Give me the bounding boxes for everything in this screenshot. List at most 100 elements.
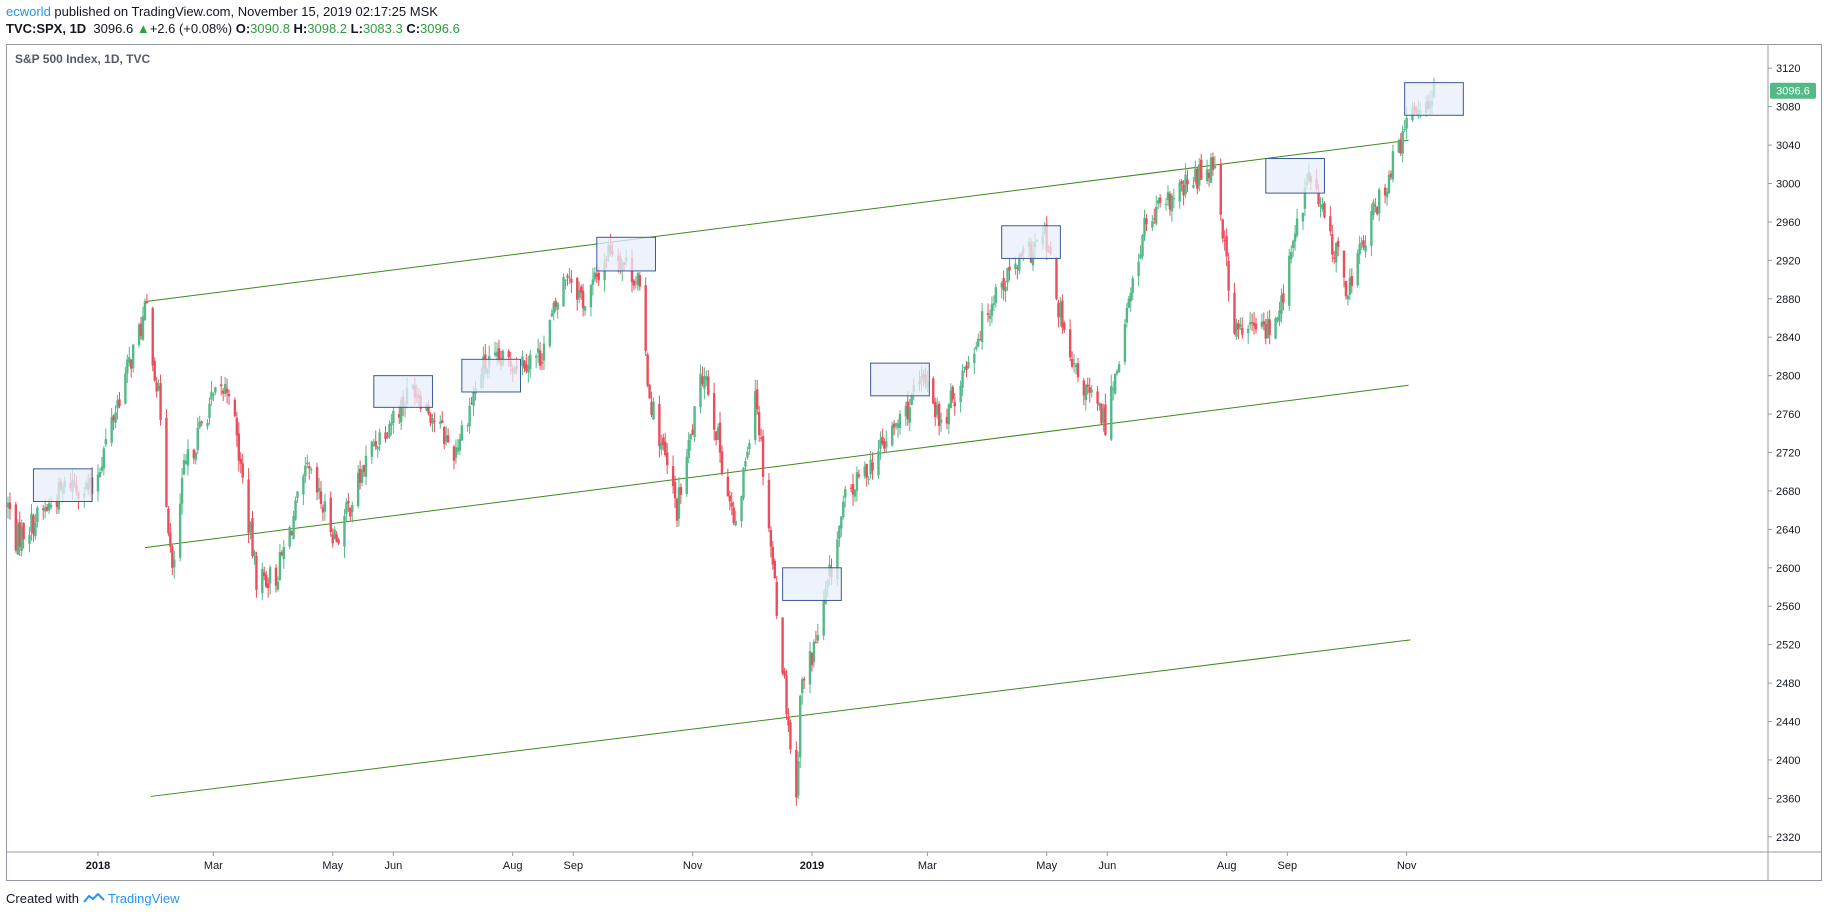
candle-body xyxy=(589,285,593,308)
candle xyxy=(374,430,377,450)
candle xyxy=(1260,313,1264,330)
author-link[interactable]: ecworld xyxy=(6,4,51,19)
candle-body xyxy=(495,351,499,357)
trendline-3 xyxy=(150,639,1411,797)
candle xyxy=(1252,311,1256,335)
candle xyxy=(990,296,994,324)
candle-body xyxy=(1268,319,1271,335)
candle-body xyxy=(650,401,653,415)
candle-body xyxy=(206,422,209,427)
y-tick-label: 2880 xyxy=(1776,294,1800,306)
candle xyxy=(214,386,217,395)
candle xyxy=(364,445,368,486)
candle xyxy=(139,316,143,340)
candle-body xyxy=(840,516,843,529)
candle xyxy=(454,439,458,464)
candle-body xyxy=(951,386,954,400)
candle xyxy=(470,396,473,406)
candle xyxy=(370,440,374,464)
candle xyxy=(102,446,106,476)
candle-body xyxy=(1207,173,1211,178)
candle xyxy=(1399,133,1402,157)
x-tick-label: Aug xyxy=(1217,860,1237,872)
tradingview-logo-icon xyxy=(82,891,108,906)
y-tick-label: 2920 xyxy=(1776,255,1800,267)
tradingview-link[interactable]: TradingView xyxy=(108,891,180,906)
candle xyxy=(540,353,544,371)
candle xyxy=(871,452,874,480)
candle xyxy=(466,423,469,432)
candle xyxy=(1262,312,1266,331)
candle xyxy=(1014,256,1017,275)
candle xyxy=(356,465,360,509)
candle-body xyxy=(315,467,319,493)
x-tick-label: May xyxy=(1036,860,1057,872)
candle-body xyxy=(716,427,720,440)
candle xyxy=(785,669,788,720)
candle-body xyxy=(767,479,771,529)
candle xyxy=(171,544,174,576)
candle-body xyxy=(986,313,990,315)
candle-body xyxy=(1018,255,1021,271)
candle xyxy=(1205,159,1209,185)
candle xyxy=(742,467,745,501)
highlight-boxes xyxy=(32,82,1464,601)
candle xyxy=(675,497,679,527)
candle xyxy=(124,366,127,405)
candle-body xyxy=(7,502,10,508)
candle-body xyxy=(658,404,661,447)
candle-body xyxy=(536,348,540,353)
candle xyxy=(1397,138,1400,153)
candle xyxy=(1113,372,1117,396)
candle xyxy=(732,501,735,526)
candle-body xyxy=(398,414,401,418)
candle-body xyxy=(249,522,252,532)
candle xyxy=(165,409,168,508)
candle-body xyxy=(712,393,716,430)
price-chart[interactable]: S&P 500 Index, 1D, TVC 23202360240024402… xyxy=(7,45,1821,880)
highlight-box-5 xyxy=(782,567,842,601)
candle-body xyxy=(1063,322,1066,331)
candle xyxy=(591,267,595,296)
candle xyxy=(96,464,100,502)
price-axis: 2320 2360 2400 2440 2480 2520 2560 2600 2640 2680… xyxy=(1768,63,1800,844)
candle-body xyxy=(1317,192,1320,205)
candle-body xyxy=(1186,179,1189,185)
candle-body xyxy=(337,539,340,544)
candle-body xyxy=(579,286,583,293)
candle-body xyxy=(349,507,352,517)
candle-body xyxy=(740,496,743,522)
candle xyxy=(679,483,683,504)
candle-body xyxy=(1068,329,1072,358)
candle-body xyxy=(949,390,953,409)
candle xyxy=(294,496,297,521)
candle-body xyxy=(20,526,23,551)
candle-body xyxy=(556,302,559,310)
candle-body xyxy=(223,383,227,394)
candle-body xyxy=(1111,388,1115,390)
candle xyxy=(714,431,718,446)
candle xyxy=(227,389,231,405)
candle xyxy=(223,376,227,397)
candle xyxy=(439,415,442,429)
highlight-box-2 xyxy=(373,375,433,408)
candle xyxy=(1102,403,1105,432)
candle xyxy=(1221,218,1224,243)
candle xyxy=(933,397,937,426)
candle xyxy=(783,667,786,679)
candle-body xyxy=(1360,242,1363,245)
candle-body xyxy=(967,361,970,368)
candle xyxy=(945,408,949,430)
last-price-tag-text: 3096.6 xyxy=(1776,86,1810,98)
candle-body xyxy=(953,402,956,407)
candle xyxy=(1192,176,1195,189)
candle xyxy=(192,448,196,465)
candle xyxy=(634,276,638,289)
candle xyxy=(130,359,133,378)
x-tick-label: Jun xyxy=(384,860,402,872)
candle-body xyxy=(225,388,229,393)
candle xyxy=(1385,187,1389,206)
candle xyxy=(1266,311,1269,339)
candle xyxy=(112,414,115,431)
candle-body xyxy=(908,406,911,423)
